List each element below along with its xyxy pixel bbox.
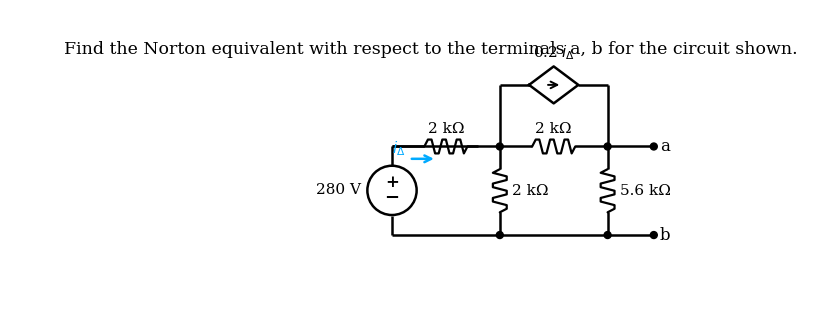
Text: 2 kΩ: 2 kΩ [512,184,549,198]
Text: Find the Norton equivalent with respect to the terminals a, b for the circuit sh: Find the Norton equivalent with respect … [64,41,797,58]
Text: 2 kΩ: 2 kΩ [535,122,572,136]
Text: 2 kΩ: 2 kΩ [428,122,465,136]
Text: −: − [385,189,400,207]
Text: 0.2 $i_\Delta$: 0.2 $i_\Delta$ [533,43,575,62]
Circle shape [650,232,657,239]
Text: a: a [660,138,669,155]
Text: +: + [385,174,399,191]
Circle shape [496,232,503,239]
Text: 5.6 kΩ: 5.6 kΩ [620,184,671,198]
Text: b: b [660,227,670,244]
Circle shape [496,143,503,150]
Circle shape [604,143,611,150]
Text: $i_\Delta$: $i_\Delta$ [392,139,406,158]
Circle shape [650,143,657,150]
Text: 280 V: 280 V [316,183,361,198]
Circle shape [604,232,611,239]
